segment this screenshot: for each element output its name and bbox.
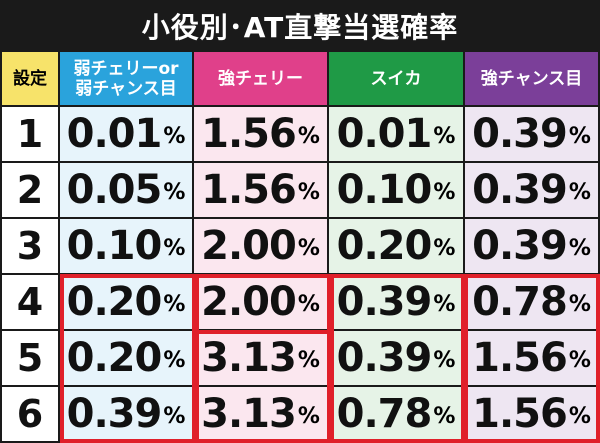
percent-unit: %: [163, 348, 186, 373]
table-cell: 0.05%: [60, 163, 192, 219]
percent-unit: %: [297, 292, 320, 317]
probability-value: 0.78: [472, 279, 568, 325]
probability-value: 0.01: [66, 111, 163, 157]
table-cell: 0.20%: [329, 219, 463, 275]
table-cell: 0.10%: [329, 163, 463, 219]
header-weak-cherry-weak-chance: 弱チェリーor 弱チャンス目: [60, 52, 192, 107]
probability-value: 0.01: [336, 111, 433, 157]
probability-value: 0.39: [336, 335, 433, 381]
probability-value: 0.20: [336, 223, 433, 269]
table-cell: 0.78%: [465, 275, 598, 331]
probability-value: 0.78: [336, 391, 433, 437]
header-watermelon: スイカ: [329, 52, 463, 107]
probability-value: 0.05: [66, 167, 163, 213]
probability-value: 0.39: [66, 391, 163, 437]
header-weak-chance-label: 弱チャンス目: [75, 78, 177, 99]
table-cell: 0.39%: [329, 331, 463, 387]
setting-number: 2: [2, 163, 58, 219]
table-cell: 2.00%: [194, 219, 327, 275]
probability-value: 0.39: [336, 279, 433, 325]
probability-value: 1.56: [472, 391, 568, 437]
probability-value: 0.39: [472, 111, 568, 157]
percent-unit: %: [568, 124, 591, 149]
header-weak-cherry-label: 弱チェリーor: [73, 58, 179, 79]
percent-unit: %: [568, 404, 591, 429]
table-cell: 0.39%: [465, 219, 598, 275]
page-title: 小役別･AT直撃当選確率: [141, 11, 459, 44]
percent-unit: %: [433, 348, 456, 373]
probability-value: 0.20: [66, 335, 163, 381]
percent-unit: %: [297, 124, 320, 149]
table-cell: 0.39%: [329, 275, 463, 331]
setting-number: 4: [2, 275, 58, 331]
setting-number: 1: [2, 107, 58, 163]
percent-unit: %: [297, 404, 320, 429]
percent-unit: %: [433, 180, 456, 205]
percent-unit: %: [433, 124, 456, 149]
percent-unit: %: [163, 236, 186, 261]
percent-unit: %: [163, 124, 186, 149]
table-cell: 0.20%: [60, 275, 192, 331]
table-cell: 0.39%: [60, 387, 192, 443]
percent-unit: %: [433, 292, 456, 317]
percent-unit: %: [297, 180, 320, 205]
table-cell: 0.01%: [329, 107, 463, 163]
table-cell: 1.56%: [194, 163, 327, 219]
table-cell: 1.56%: [465, 331, 598, 387]
table-cell: 0.39%: [465, 107, 598, 163]
probability-value: 0.39: [472, 167, 568, 213]
setting-number: 6: [2, 387, 58, 443]
probability-value: 0.20: [66, 279, 163, 325]
table-cell: 0.39%: [465, 163, 598, 219]
percent-unit: %: [433, 404, 456, 429]
header-setting: 設定: [2, 52, 58, 107]
table-cell: 0.10%: [60, 219, 192, 275]
percent-unit: %: [297, 348, 320, 373]
table-cell: 0.78%: [329, 387, 463, 443]
probability-value: 0.39: [472, 223, 568, 269]
setting-number: 5: [2, 331, 58, 387]
probability-table: 設定 弱チェリーor 弱チャンス目 強チェリー スイカ 強チャンス目 1 0.01…: [2, 52, 598, 443]
probability-value: 1.56: [201, 111, 297, 157]
percent-unit: %: [568, 292, 591, 317]
probability-value: 1.56: [472, 335, 568, 381]
percent-unit: %: [568, 180, 591, 205]
table-cell: 1.56%: [465, 387, 598, 443]
table-cell: 3.13%: [194, 331, 327, 387]
probability-value: 3.13: [201, 391, 297, 437]
percent-unit: %: [568, 348, 591, 373]
probability-value: 0.10: [336, 167, 433, 213]
header-strong-cherry: 強チェリー: [194, 52, 327, 107]
header-strong-chance: 強チャンス目: [465, 52, 598, 107]
table-cell: 2.00%: [194, 275, 327, 331]
table-cell: 1.56%: [194, 107, 327, 163]
percent-unit: %: [568, 236, 591, 261]
setting-number: 3: [2, 219, 58, 275]
table-cell: 3.13%: [194, 387, 327, 443]
table-cell: 0.20%: [60, 331, 192, 387]
probability-value: 0.10: [66, 223, 163, 269]
probability-value: 1.56: [201, 167, 297, 213]
percent-unit: %: [163, 292, 186, 317]
percent-unit: %: [297, 236, 320, 261]
percent-unit: %: [163, 404, 186, 429]
percent-unit: %: [433, 236, 456, 261]
probability-value: 2.00: [201, 223, 297, 269]
probability-value: 3.13: [201, 335, 297, 381]
percent-unit: %: [163, 180, 186, 205]
table-cell: 0.01%: [60, 107, 192, 163]
probability-value: 2.00: [201, 279, 297, 325]
